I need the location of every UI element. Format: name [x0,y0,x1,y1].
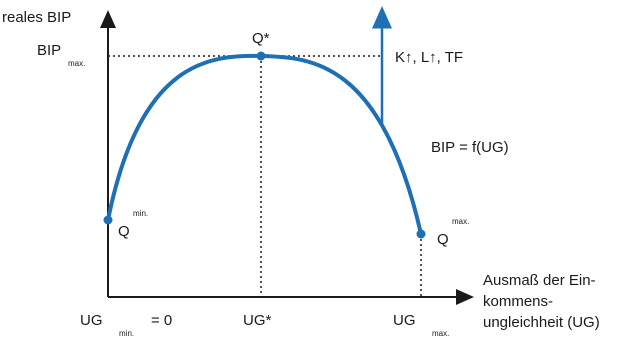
q-min-superscript: min. [133,209,148,218]
x-axis-label-line3: ungleichheit (UG) [483,314,600,331]
bip-max-label: BIP [37,42,61,59]
q-min-point [103,215,113,225]
x-axis-label-line2: kommens- [483,293,553,310]
ug-min-subscript: min. [119,329,134,338]
ug-max-label: UG [393,312,416,329]
x-axis-label-line1: Ausmaß der Ein- [483,272,596,289]
q-star-label: Q* [252,30,270,47]
function-label: BIP = f(UG) [431,139,509,156]
q-max-point [416,229,426,239]
q-star-point [256,51,266,61]
q-max-label: Q [437,231,449,248]
q-min-label: Q [118,223,130,240]
ug-star-label: UG* [243,312,272,329]
ug-min-equals: = 0 [151,312,172,329]
bip-curve [106,53,423,236]
ug-min-label: UG [80,312,103,329]
ug-max-subscript: max. [432,329,449,338]
y-axis-label: reales BIP [2,9,71,26]
bip-max-subscript: max. [68,59,85,68]
shift-note: K↑, L↑, TF [395,49,463,66]
q-max-superscript: max. [452,217,469,226]
